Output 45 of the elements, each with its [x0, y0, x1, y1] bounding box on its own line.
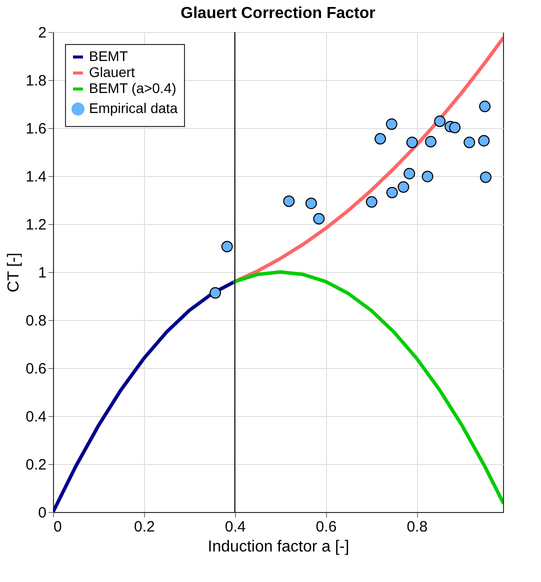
legend-label: Empirical data	[89, 100, 178, 116]
x-tick-label: 0	[54, 518, 62, 536]
point	[479, 100, 491, 112]
x-axis-title: Induction factor a [-]	[208, 538, 350, 556]
x-tick-label: 0.4	[224, 518, 246, 536]
point	[283, 195, 295, 207]
point	[313, 212, 325, 224]
y-tick-label: 1.2	[26, 216, 46, 234]
point	[210, 287, 222, 299]
point	[398, 181, 410, 193]
point	[374, 133, 386, 145]
y-tick-label: 0.6	[26, 360, 46, 378]
x-tick-label: 0.2	[134, 518, 155, 536]
point	[305, 198, 317, 210]
point	[366, 196, 378, 208]
x-tick-label: 0.6	[316, 518, 337, 536]
x-tick-label: 0.8	[406, 518, 428, 536]
y-tick-label: 0.4	[26, 408, 46, 426]
chart-title: Glauert Correction Factor	[180, 5, 376, 22]
y-axis-title: CT [-]	[6, 252, 23, 292]
line-series	[233, 270, 503, 504]
y-tick-label: 0.8	[26, 312, 46, 330]
point	[386, 186, 398, 198]
y-tick-label: 1	[38, 264, 46, 282]
y-tick-label: 0	[38, 504, 46, 522]
point	[449, 122, 461, 134]
legend-label: Glauert	[89, 64, 136, 80]
point	[221, 240, 233, 252]
y-tick-label: 1.8	[26, 72, 46, 90]
point	[424, 136, 436, 148]
point	[434, 116, 446, 128]
legend-label: BEMT (a>0.4)	[89, 80, 176, 96]
y-tick-label: 2	[38, 24, 46, 42]
point	[480, 171, 492, 183]
y-tick-label: 1.4	[26, 168, 46, 186]
y-tick-label: 1.6	[26, 120, 46, 138]
point	[422, 170, 434, 182]
point	[386, 118, 398, 130]
point	[406, 136, 418, 148]
legend-label: BEMT	[89, 48, 128, 64]
point	[478, 134, 490, 146]
point	[404, 168, 416, 180]
line-series	[53, 280, 237, 512]
y-tick-label: 0.2	[26, 456, 46, 474]
point	[464, 136, 476, 148]
